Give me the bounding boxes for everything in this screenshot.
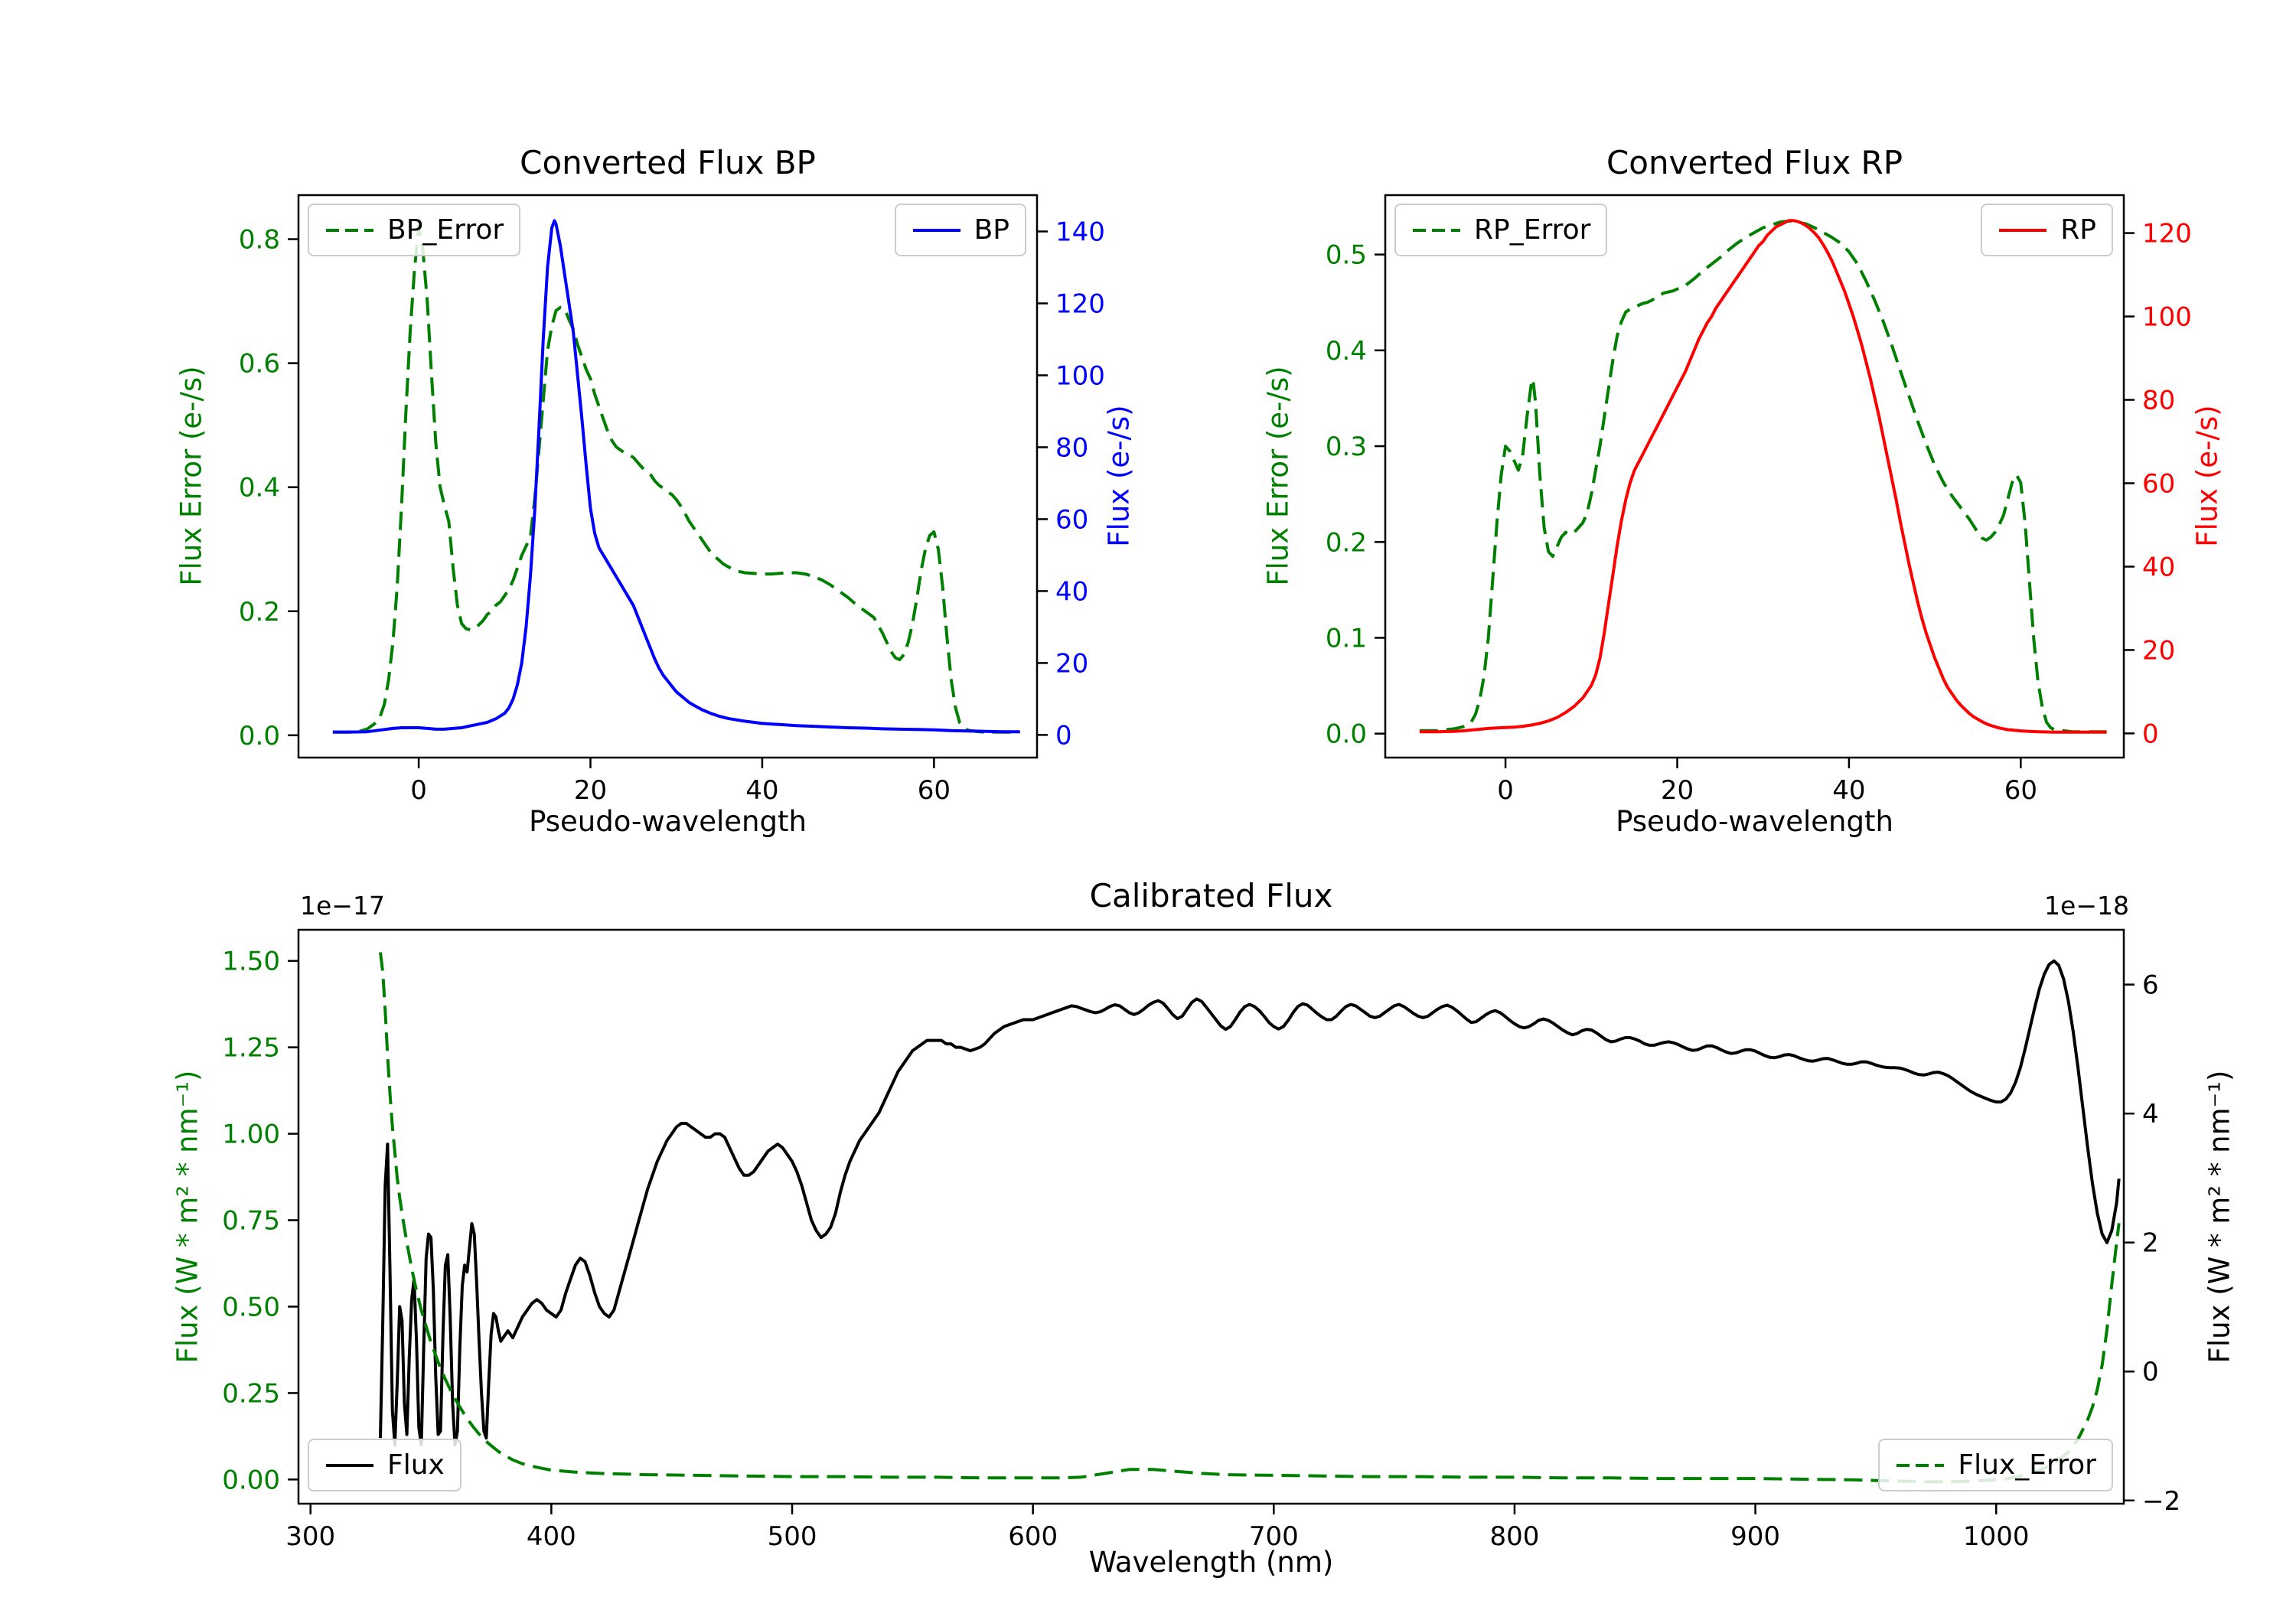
svg-text:400: 400 bbox=[527, 1521, 576, 1552]
svg-text:120: 120 bbox=[1055, 288, 1105, 319]
calibrated-right-ylabel: Flux (W * m² * nm⁻¹) bbox=[2203, 1070, 2236, 1364]
legend-label-bp: BP bbox=[974, 214, 1009, 246]
svg-text:0.25: 0.25 bbox=[222, 1378, 280, 1409]
legend-label-rp-error: RP_Error bbox=[1474, 214, 1591, 246]
svg-text:60: 60 bbox=[2142, 468, 2175, 499]
svg-text:500: 500 bbox=[768, 1521, 817, 1552]
svg-text:0.5: 0.5 bbox=[1326, 240, 1367, 271]
bp-left-ylabel: Flux Error (e-/s) bbox=[174, 366, 208, 586]
svg-text:0.4: 0.4 bbox=[1326, 336, 1367, 367]
svg-text:0.2: 0.2 bbox=[1326, 527, 1367, 558]
svg-text:20: 20 bbox=[2142, 635, 2175, 666]
svg-text:0.6: 0.6 bbox=[239, 349, 280, 380]
svg-text:40: 40 bbox=[1832, 775, 1865, 806]
svg-text:0: 0 bbox=[1055, 720, 1072, 751]
left-offset-1e-17: 1e−17 bbox=[300, 891, 385, 921]
rp-error-line-sample bbox=[1411, 226, 1462, 235]
svg-text:0.75: 0.75 bbox=[222, 1206, 280, 1237]
svg-text:60: 60 bbox=[1055, 504, 1088, 535]
svg-text:60: 60 bbox=[2004, 775, 2037, 806]
title-calibrated-flux: Calibrated Flux bbox=[1089, 877, 1333, 914]
svg-text:80: 80 bbox=[1055, 432, 1088, 463]
svg-text:40: 40 bbox=[745, 775, 778, 806]
svg-text:20: 20 bbox=[574, 775, 607, 806]
svg-text:1.50: 1.50 bbox=[222, 947, 280, 977]
legend-bp: BP bbox=[894, 204, 1026, 256]
svg-text:1.25: 1.25 bbox=[222, 1033, 280, 1064]
svg-text:0: 0 bbox=[1497, 775, 1514, 806]
svg-text:800: 800 bbox=[1489, 1521, 1539, 1552]
legend-label-bp-error: BP_Error bbox=[387, 214, 504, 246]
svg-text:900: 900 bbox=[1730, 1521, 1780, 1552]
svg-text:0.0: 0.0 bbox=[1326, 719, 1367, 750]
flux-line-sample bbox=[325, 1461, 375, 1470]
svg-text:140: 140 bbox=[1055, 217, 1105, 247]
svg-text:120: 120 bbox=[2142, 219, 2192, 249]
rp-line-sample bbox=[1998, 226, 2048, 235]
bp-right-ylabel: Flux (e-/s) bbox=[1102, 405, 1136, 547]
svg-text:0.0: 0.0 bbox=[239, 721, 280, 751]
svg-text:20: 20 bbox=[1661, 775, 1694, 806]
svg-text:0.4: 0.4 bbox=[239, 473, 280, 504]
svg-text:4: 4 bbox=[2142, 1099, 2159, 1129]
legend-label-flux: Flux bbox=[387, 1449, 445, 1481]
svg-text:0.2: 0.2 bbox=[239, 597, 280, 627]
legend-rp-error: RP_Error bbox=[1394, 204, 1608, 256]
svg-text:0: 0 bbox=[2142, 719, 2159, 749]
right-offset-1e-18: 1e−18 bbox=[2044, 891, 2129, 921]
svg-text:60: 60 bbox=[918, 775, 951, 806]
svg-text:6: 6 bbox=[2142, 970, 2159, 1001]
svg-text:600: 600 bbox=[1008, 1521, 1058, 1552]
title-converted-flux-rp: Converted Flux RP bbox=[1606, 144, 1903, 181]
svg-text:300: 300 bbox=[285, 1521, 335, 1552]
svg-text:1.00: 1.00 bbox=[222, 1120, 280, 1150]
legend-label-flux-error: Flux_Error bbox=[1958, 1449, 2096, 1481]
svg-text:0.3: 0.3 bbox=[1326, 432, 1367, 462]
svg-text:0: 0 bbox=[2142, 1357, 2159, 1387]
bp-xlabel: Pseudo-wavelength bbox=[529, 805, 807, 838]
bp-line-sample bbox=[912, 226, 962, 235]
svg-text:1000: 1000 bbox=[1963, 1521, 2030, 1552]
flux-error-line-sample bbox=[1895, 1461, 1945, 1470]
svg-text:80: 80 bbox=[2142, 386, 2175, 416]
svg-text:20: 20 bbox=[1055, 648, 1088, 679]
svg-text:0: 0 bbox=[410, 775, 427, 806]
svg-text:0.1: 0.1 bbox=[1326, 623, 1367, 654]
title-converted-flux-bp: Converted Flux BP bbox=[520, 144, 816, 181]
legend-flux: Flux bbox=[308, 1439, 461, 1491]
calibrated-left-ylabel: Flux (W * m² * nm⁻¹) bbox=[171, 1070, 204, 1364]
rp-xlabel: Pseudo-wavelength bbox=[1616, 805, 1893, 838]
svg-text:0.8: 0.8 bbox=[239, 225, 280, 256]
svg-text:0.50: 0.50 bbox=[222, 1292, 280, 1322]
calibrated-xlabel: Wavelength (nm) bbox=[1088, 1546, 1334, 1579]
svg-text:−2: −2 bbox=[2142, 1486, 2180, 1517]
rp-left-ylabel: Flux Error (e-/s) bbox=[1261, 366, 1295, 586]
legend-rp: RP bbox=[1981, 204, 2113, 256]
svg-text:700: 700 bbox=[1249, 1521, 1299, 1552]
legend-flux-error: Flux_Error bbox=[1878, 1439, 2113, 1491]
svg-text:2: 2 bbox=[2142, 1228, 2159, 1259]
legend-label-rp: RP bbox=[2060, 214, 2096, 246]
svg-text:40: 40 bbox=[1055, 576, 1088, 607]
svg-text:100: 100 bbox=[1055, 360, 1105, 391]
svg-text:0.00: 0.00 bbox=[222, 1465, 280, 1495]
legend-bp-error: BP_Error bbox=[308, 204, 521, 256]
rp-right-ylabel: Flux (e-/s) bbox=[2190, 405, 2224, 547]
svg-text:100: 100 bbox=[2142, 302, 2192, 333]
bp-error-line-sample bbox=[325, 226, 375, 235]
svg-text:40: 40 bbox=[2142, 552, 2175, 582]
